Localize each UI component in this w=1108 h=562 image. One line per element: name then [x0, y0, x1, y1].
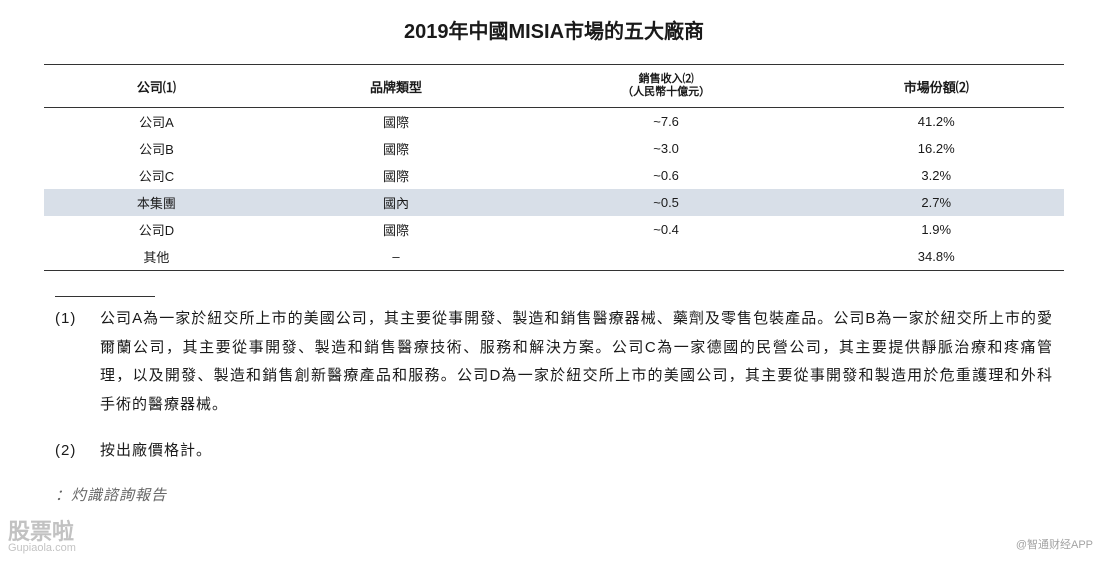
table-row: 公司C 國際 ~0.6 3.2% — [44, 162, 1063, 189]
cell-revenue — [523, 243, 808, 271]
table-row: 公司B 國際 ~3.0 16.2% — [44, 135, 1063, 162]
watermark-left-sub: Gupiaola.com — [8, 543, 76, 554]
cell-share: 41.2% — [809, 108, 1064, 136]
cell-type: 國際 — [269, 162, 524, 189]
table-row-highlight: 本集團 國內 ~0.5 2.7% — [44, 189, 1063, 216]
watermark-left: 股票啦 Gupiaola.com — [8, 521, 76, 554]
cell-type: 國際 — [269, 108, 524, 136]
cell-company: 本集團 — [44, 189, 268, 216]
cell-type: 國際 — [269, 135, 524, 162]
cell-company: 公司B — [44, 135, 268, 162]
cell-company: 公司A — [44, 108, 268, 136]
cell-revenue: ~0.6 — [523, 162, 808, 189]
cell-type: 國際 — [269, 216, 524, 243]
footnote-item: (1) 公司A為一家於紐交所上市的美國公司，其主要從事開發、製造和銷售醫療器械、… — [55, 305, 1053, 419]
footnote-item: (2) 按出廠價格計。 — [55, 437, 1053, 466]
table-row: 公司A 國際 ~7.6 41.2% — [44, 108, 1063, 136]
header-brand-type: 品牌類型 — [269, 65, 524, 108]
page-title: 2019年中國MISIA市場的五大廠商 — [0, 0, 1108, 64]
cell-share: 2.7% — [809, 189, 1064, 216]
cell-type: 國內 — [269, 189, 524, 216]
footnote-number: (2) — [55, 437, 100, 466]
market-table-container: 公司⑴ 品牌類型 銷售收入⑵ （人民幣十億元） 市場份額⑵ 公司A 國際 ~7.… — [44, 64, 1063, 271]
footnote-text: 公司A為一家於紐交所上市的美國公司，其主要從事開發、製造和銷售醫療器械、藥劑及零… — [100, 305, 1053, 419]
cell-type: – — [269, 243, 524, 271]
cell-company: 公司C — [44, 162, 268, 189]
table-row: 其他 – 34.8% — [44, 243, 1063, 271]
cell-share: 3.2% — [809, 162, 1064, 189]
source-citation: ：灼識諮詢報告 — [0, 484, 1108, 505]
table-row: 公司D 國際 ~0.4 1.9% — [44, 216, 1063, 243]
cell-revenue: ~0.4 — [523, 216, 808, 243]
cell-company: 其他 — [44, 243, 268, 271]
footnote-text: 按出廠價格計。 — [100, 437, 1053, 466]
table-body: 公司A 國際 ~7.6 41.2% 公司B 國際 ~3.0 16.2% 公司C … — [44, 108, 1063, 271]
header-market-share: 市場份額⑵ — [809, 65, 1064, 108]
cell-share: 16.2% — [809, 135, 1064, 162]
cell-share: 34.8% — [809, 243, 1064, 271]
header-company: 公司⑴ — [44, 65, 268, 108]
footnotes-container: (1) 公司A為一家於紐交所上市的美國公司，其主要從事開發、製造和銷售醫療器械、… — [0, 305, 1108, 466]
cell-revenue: ~3.0 — [523, 135, 808, 162]
footnote-number: (1) — [55, 305, 100, 419]
header-revenue: 銷售收入⑵ （人民幣十億元） — [523, 65, 808, 108]
watermark-right: @智通财经APP — [1016, 536, 1093, 552]
footnote-separator — [55, 296, 155, 297]
market-table: 公司⑴ 品牌類型 銷售收入⑵ （人民幣十億元） 市場份額⑵ 公司A 國際 ~7.… — [44, 64, 1063, 271]
cell-share: 1.9% — [809, 216, 1064, 243]
cell-company: 公司D — [44, 216, 268, 243]
table-header-row: 公司⑴ 品牌類型 銷售收入⑵ （人民幣十億元） 市場份額⑵ — [44, 65, 1063, 108]
header-revenue-line2: （人民幣十億元） — [527, 86, 804, 99]
watermark-left-main: 股票啦 — [8, 519, 74, 544]
cell-revenue: ~7.6 — [523, 108, 808, 136]
cell-revenue: ~0.5 — [523, 189, 808, 216]
header-revenue-line1: 銷售收入⑵ — [527, 73, 804, 86]
